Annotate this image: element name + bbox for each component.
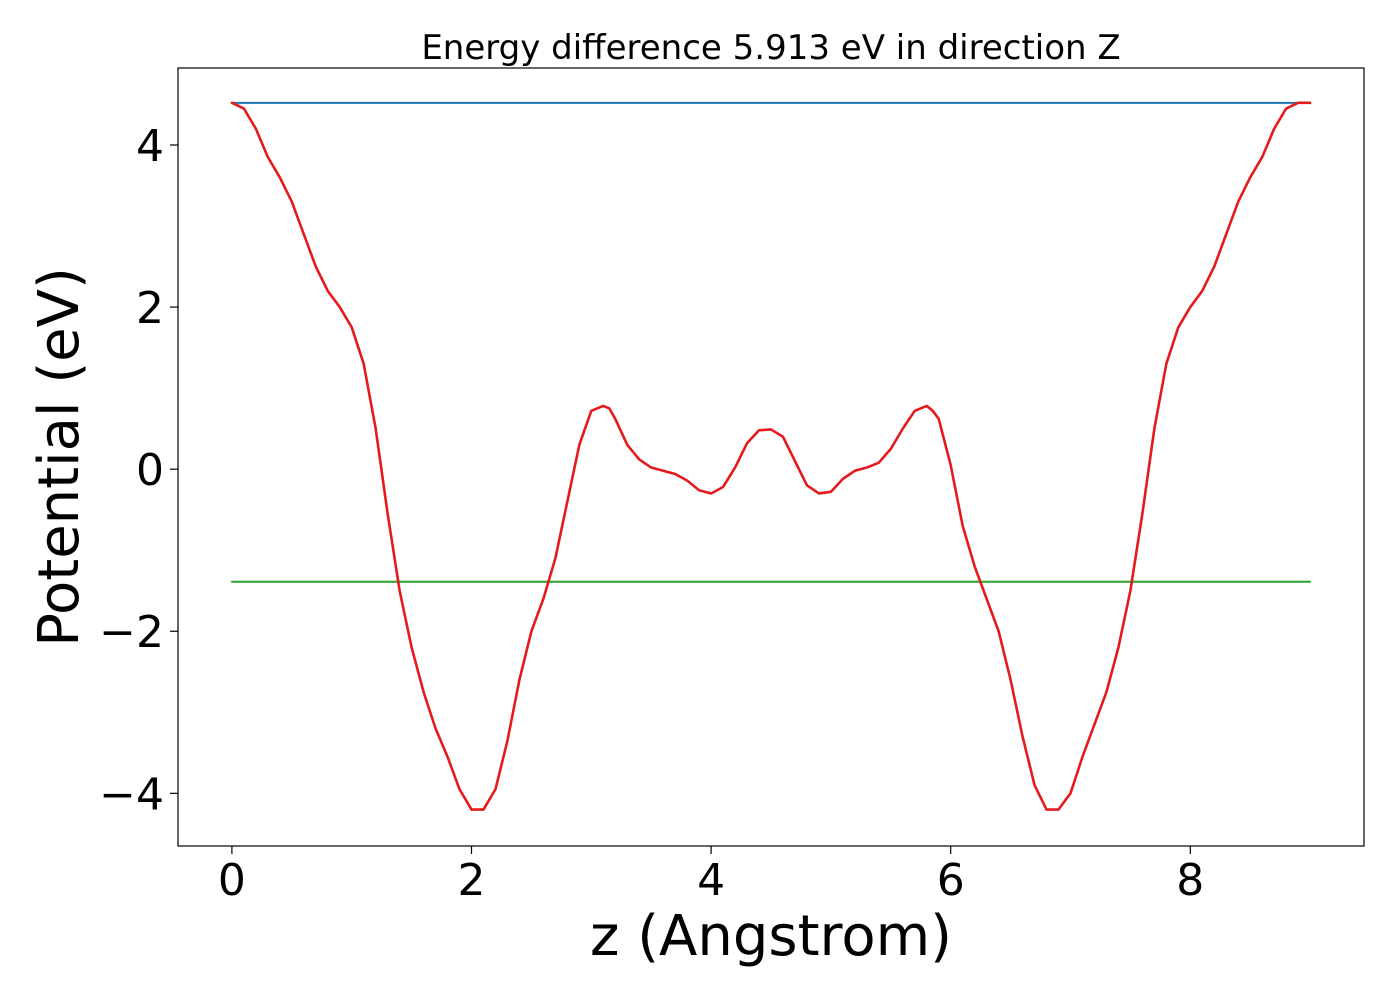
y-tick-label: 4 — [136, 121, 164, 172]
x-tick-label: 8 — [1176, 855, 1204, 906]
chart-title: Energy difference 5.913 eV in direction … — [421, 28, 1120, 68]
x-axis-label: z (Angstrom) — [590, 904, 952, 969]
x-tick-label: 4 — [697, 855, 725, 906]
y-tick-label: −4 — [99, 769, 164, 820]
y-axis-label: Potential (eV) — [27, 267, 92, 647]
x-tick-label: 2 — [458, 855, 486, 906]
y-tick-label: 2 — [136, 283, 164, 334]
plot-frame — [177, 67, 1365, 847]
series-line-3 — [230, 101, 1312, 811]
x-tick-label: 6 — [937, 855, 965, 906]
x-tick-label: 0 — [218, 855, 246, 906]
x-axis: 0 2 4 6 8 — [218, 846, 1204, 906]
y-tick-label: 0 — [136, 445, 164, 496]
plot-area — [177, 67, 1365, 847]
y-axis: −4 −2 0 2 4 — [99, 121, 178, 820]
y-tick-label: −2 — [99, 607, 164, 658]
